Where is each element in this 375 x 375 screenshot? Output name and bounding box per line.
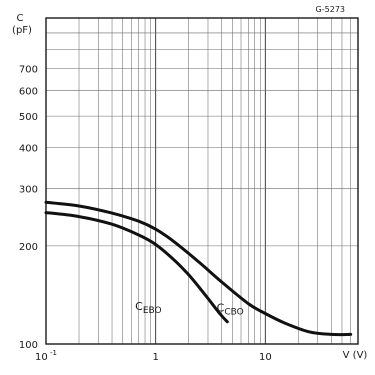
x-tick-label: 1: [152, 352, 158, 363]
series-label-ebo: CEBO: [135, 300, 161, 316]
series-label-subscript: EBO: [143, 306, 162, 316]
grid: [45, 17, 359, 345]
y-tick-label: 600: [19, 86, 38, 97]
x-axis-label: V (V): [343, 350, 368, 361]
y-tick-labels: 100 200 300 400 500 600 700: [19, 64, 38, 351]
y-tick-label: 300: [19, 184, 38, 195]
series-line-ebo: [44, 211, 229, 324]
series-label-subscript: CBO: [224, 307, 243, 317]
y-axis-unit: (pF): [12, 25, 32, 36]
series-curves: [44, 200, 353, 337]
figure-code: G-5273: [316, 5, 345, 14]
plot-frame: [45, 17, 359, 345]
x-tick-exponent: -1: [48, 349, 57, 357]
y-tick-label: 400: [19, 144, 38, 155]
y-tick-label: 200: [19, 242, 38, 253]
x-tick-labels: 10 -1 1 10: [35, 349, 272, 363]
series-line-cbo: [44, 200, 353, 337]
y-tick-label: 700: [19, 64, 38, 75]
x-tick-label: 10 -1: [35, 349, 57, 363]
y-tick-label: 100: [19, 340, 38, 351]
x-tick-label: 10: [259, 352, 272, 363]
y-tick-label: 500: [19, 112, 38, 123]
y-axis-label: C: [17, 13, 24, 24]
